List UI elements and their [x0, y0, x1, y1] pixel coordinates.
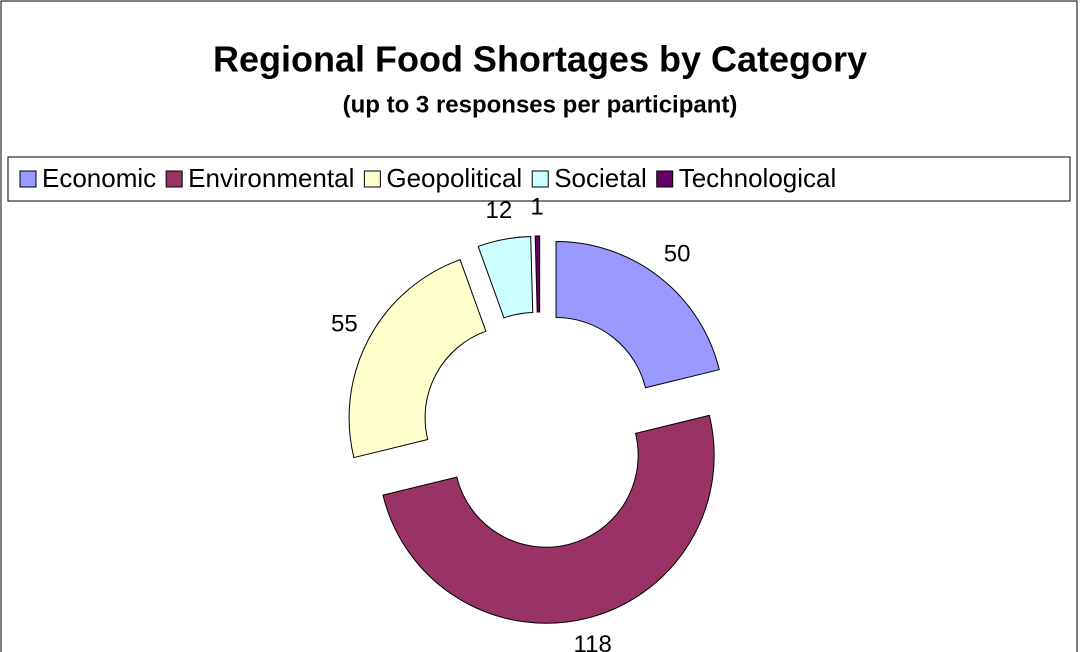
data-label: 50 — [664, 241, 691, 268]
donut-slice — [382, 414, 715, 624]
legend-swatch — [531, 170, 549, 188]
data-label: 55 — [331, 310, 358, 337]
legend-label: Economic — [42, 163, 156, 193]
legend-swatch — [656, 170, 674, 188]
donut-slice — [348, 259, 487, 459]
legend-label: Geopolitical — [386, 163, 522, 193]
legend-swatch — [165, 170, 183, 188]
legend-swatch — [363, 170, 381, 188]
data-label: 12 — [486, 197, 513, 224]
donut-slice — [555, 241, 720, 389]
donut-slice — [534, 235, 541, 313]
chart-title: Regional Food Shortages by Category — [213, 39, 867, 80]
legend-swatch — [19, 170, 37, 188]
chart-subtitle: (up to 3 responses per participant) — [343, 91, 738, 118]
data-label: 118 — [574, 631, 612, 652]
data-label: 1 — [530, 193, 543, 220]
legend-label: Environmental — [188, 163, 354, 193]
legend-label: Societal — [554, 163, 647, 193]
donut-slice — [477, 235, 534, 319]
legend-label: Technological — [679, 163, 837, 193]
